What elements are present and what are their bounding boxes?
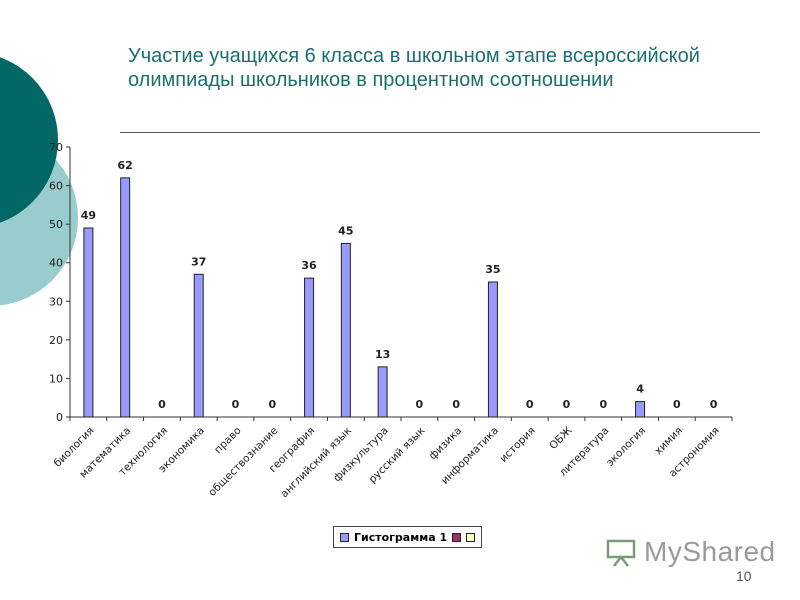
data-label: 0 bbox=[268, 398, 276, 411]
y-tick-label: 40 bbox=[49, 257, 63, 270]
y-tick-label: 20 bbox=[49, 334, 63, 347]
y-tick-label: 50 bbox=[49, 218, 63, 231]
data-label: 0 bbox=[452, 398, 460, 411]
bar bbox=[340, 242, 351, 418]
data-label: 49 bbox=[81, 209, 96, 222]
data-label: 35 bbox=[485, 263, 500, 276]
y-tick-label: 60 bbox=[49, 180, 63, 193]
data-label: 0 bbox=[710, 398, 718, 411]
bar bbox=[377, 366, 388, 418]
x-tick-label: английский язык bbox=[278, 425, 354, 501]
x-tick-label: история bbox=[498, 425, 538, 465]
chart-legend: Гистограмма 1 bbox=[333, 526, 483, 548]
data-label: 0 bbox=[673, 398, 681, 411]
slide-title: Участие учащихся 6 класса в школьном эта… bbox=[128, 45, 700, 91]
y-tick-label: 10 bbox=[49, 372, 63, 385]
data-label: 37 bbox=[191, 255, 206, 268]
data-label: 0 bbox=[599, 398, 607, 411]
data-label: 0 bbox=[232, 398, 240, 411]
legend-swatch-series-3 bbox=[466, 532, 476, 542]
x-tick-label: физика bbox=[427, 425, 464, 462]
data-label: 4 bbox=[636, 383, 644, 396]
legend-label-series-1: Гистограмма 1 bbox=[354, 530, 448, 544]
title-divider bbox=[120, 132, 760, 133]
bar bbox=[304, 277, 315, 418]
bar bbox=[635, 401, 646, 418]
legend-swatch-series-2 bbox=[452, 532, 462, 542]
watermark: MyShared bbox=[606, 536, 776, 568]
x-tick-label: экология bbox=[604, 425, 648, 469]
y-tick-label: 30 bbox=[49, 295, 63, 308]
projector-icon bbox=[606, 539, 636, 567]
x-tick-label: ОБЖ bbox=[547, 424, 575, 452]
x-tick-label: обществознание bbox=[206, 425, 280, 499]
bar bbox=[193, 273, 204, 418]
decor-circle-dark bbox=[0, 57, 58, 223]
data-label: 0 bbox=[526, 398, 534, 411]
x-tick-label: химия bbox=[652, 425, 685, 458]
legend-swatch-series-1 bbox=[340, 532, 349, 542]
data-label: 0 bbox=[563, 398, 571, 411]
data-label: 0 bbox=[158, 398, 166, 411]
bar bbox=[120, 177, 131, 418]
watermark-text: MyShared bbox=[644, 536, 776, 567]
y-tick-label: 70 bbox=[49, 141, 63, 154]
data-label: 0 bbox=[416, 398, 424, 411]
data-label: 36 bbox=[301, 259, 317, 272]
bar bbox=[487, 281, 498, 418]
page-number: 10 bbox=[736, 568, 752, 584]
data-label: 62 bbox=[118, 159, 133, 172]
data-label: 13 bbox=[375, 348, 390, 361]
data-label: 45 bbox=[338, 224, 353, 237]
y-tick-label: 0 bbox=[56, 411, 63, 424]
bar bbox=[83, 227, 94, 418]
x-tick-label: право bbox=[212, 425, 244, 457]
